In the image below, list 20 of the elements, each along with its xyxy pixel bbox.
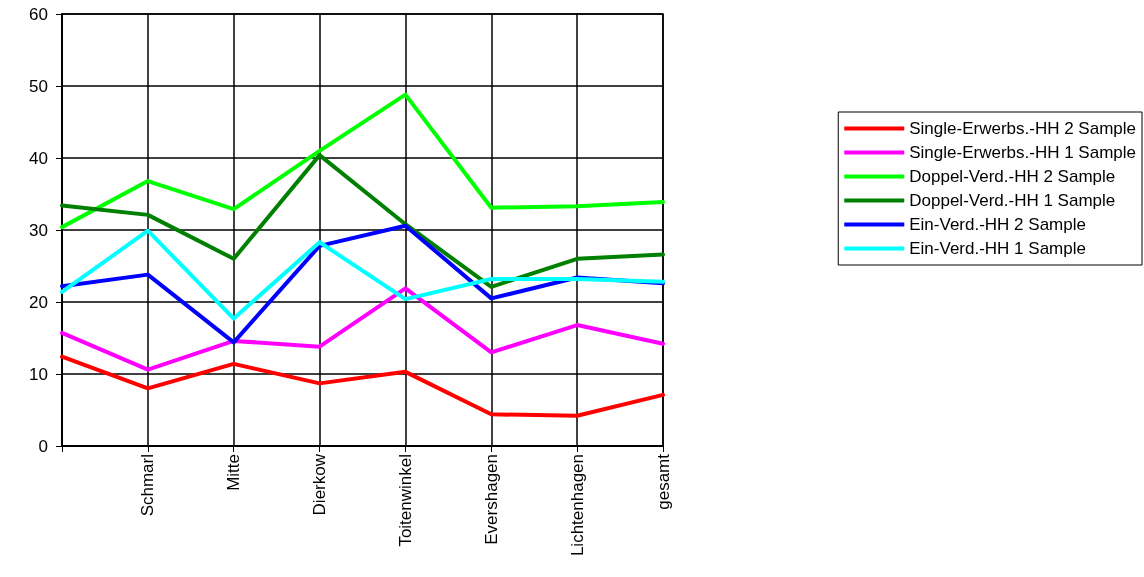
y-tick-label: 60 xyxy=(29,4,48,24)
y-tick-label: 0 xyxy=(38,436,48,456)
y-tick-label: 50 xyxy=(29,76,48,96)
legend-label: Ein-Verd.-HH 2 Sample xyxy=(909,215,1086,234)
legend-label: Doppel-Verd.-HH 1 Sample xyxy=(909,191,1116,210)
x-tick-label: Lichtenhagen xyxy=(567,454,587,557)
legend-label: Ein-Verd.-HH 1 Sample xyxy=(909,239,1086,258)
y-tick-label: 40 xyxy=(29,148,48,168)
legend-label: Single-Erwerbs.-HH 1 Sample xyxy=(909,143,1137,162)
y-tick-label: 10 xyxy=(29,364,48,384)
x-tick-label: gesamt xyxy=(653,453,673,510)
x-tick-label: Schmarl xyxy=(138,454,158,517)
y-tick-label: 30 xyxy=(29,220,48,240)
x-tick-label: Dierkow xyxy=(310,453,330,516)
legend-label: Doppel-Verd.-HH 2 Sample xyxy=(909,167,1116,186)
x-tick-label: Evershagen xyxy=(481,454,501,545)
x-tick-label: Mitte xyxy=(224,454,244,491)
y-tick-label: 20 xyxy=(29,292,48,312)
x-tick-label: Toitenwinkel xyxy=(395,454,415,547)
legend-label: Single-Erwerbs.-HH 2 Sample xyxy=(909,119,1137,138)
